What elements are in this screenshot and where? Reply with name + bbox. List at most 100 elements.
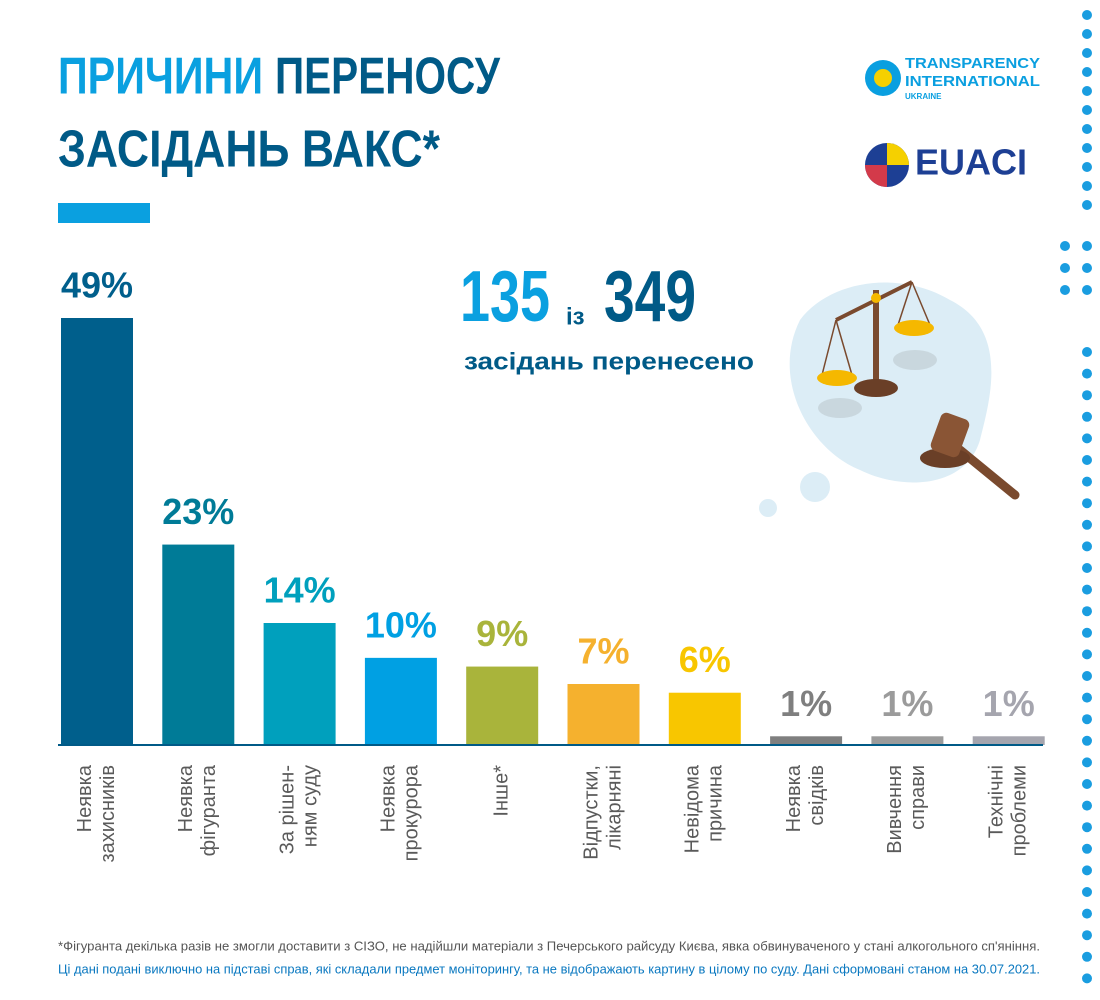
dot bbox=[1082, 930, 1092, 941]
bar bbox=[466, 666, 539, 745]
dot bbox=[1082, 627, 1092, 638]
dot bbox=[1082, 563, 1092, 573]
dot bbox=[1082, 519, 1092, 530]
value-label: 1% bbox=[881, 683, 933, 724]
x-tick-label: Вивчення bbox=[884, 765, 906, 854]
dot bbox=[1082, 714, 1092, 725]
x-tick-label-group: Неявка прокурора bbox=[378, 764, 423, 861]
stat-caption: засідань перенесено bbox=[464, 348, 754, 375]
dot bbox=[1082, 200, 1092, 210]
x-tick-label: свідків bbox=[806, 765, 828, 826]
x-tick-label: справи bbox=[907, 765, 929, 830]
x-tick-label: лікарняні bbox=[603, 765, 625, 850]
x-tick-label: проблеми bbox=[1008, 765, 1030, 856]
value-label: 9% bbox=[476, 613, 528, 654]
dot bbox=[1082, 757, 1092, 768]
dot bbox=[1082, 241, 1092, 251]
dot bbox=[1082, 822, 1092, 833]
x-tick-label: фігуранта bbox=[198, 764, 220, 856]
footnote: Ці дані подані виключно на підставі спра… bbox=[58, 961, 1040, 976]
bar bbox=[972, 736, 1045, 745]
x-tick-label-group: Невідома причина bbox=[682, 764, 727, 853]
value-label: 14% bbox=[264, 570, 336, 611]
x-tick-label-group: Неявка захисників bbox=[74, 764, 119, 862]
dot bbox=[1082, 285, 1092, 295]
dot bbox=[1082, 29, 1092, 39]
dot bbox=[1082, 263, 1092, 273]
x-tick-label-group: Відпустки, лікарняні bbox=[580, 765, 625, 860]
bar bbox=[61, 318, 133, 745]
x-tick-label: Відпустки, bbox=[580, 765, 602, 860]
dot bbox=[1082, 498, 1092, 509]
dot bbox=[1082, 86, 1092, 96]
x-tick-label: Технічні bbox=[985, 765, 1007, 838]
illustration bbox=[759, 280, 1020, 517]
dot bbox=[1082, 735, 1092, 746]
x-tick-label: Неявка bbox=[74, 764, 96, 832]
dot bbox=[1082, 162, 1092, 172]
dot bbox=[1082, 908, 1092, 919]
x-tick-label: Невідома bbox=[682, 764, 704, 853]
dot bbox=[1082, 390, 1092, 401]
dot bbox=[1082, 67, 1092, 77]
x-tick-label: За рішен- bbox=[276, 765, 298, 854]
title: ЗАСІДАНЬ ВАКС* bbox=[58, 121, 441, 179]
bar bbox=[668, 692, 741, 745]
value-label: 6% bbox=[679, 639, 731, 680]
value-label: 49% bbox=[61, 265, 133, 306]
decor-dots bbox=[1060, 10, 1092, 984]
dot bbox=[1082, 411, 1092, 422]
dot bbox=[1060, 241, 1070, 251]
logo-text: INTERNATIONAL bbox=[905, 73, 1040, 90]
dot bbox=[1082, 671, 1092, 681]
dot bbox=[1060, 285, 1070, 295]
logo-text: UKRAINE bbox=[905, 92, 942, 101]
bar bbox=[162, 544, 235, 745]
dot bbox=[1082, 433, 1092, 444]
bar bbox=[770, 736, 843, 745]
dot bbox=[1082, 347, 1092, 357]
bar bbox=[871, 736, 944, 745]
x-tick-label: Неявка bbox=[175, 764, 197, 832]
title-accent: ПРИЧИНИ bbox=[58, 48, 263, 106]
value-label: 7% bbox=[577, 631, 629, 672]
stat-text: із bbox=[566, 303, 585, 330]
dot bbox=[1082, 368, 1092, 379]
x-tick-label-group: Неявка фігуранта bbox=[175, 764, 220, 856]
dot bbox=[1082, 606, 1092, 617]
value-label: 23% bbox=[162, 491, 234, 532]
ti-logo-mark bbox=[874, 69, 892, 87]
dot bbox=[1082, 649, 1092, 660]
dot bbox=[1082, 865, 1092, 876]
dot bbox=[1082, 779, 1092, 789]
x-tick-label-group: Неявка свідків bbox=[783, 764, 828, 832]
title: ПЕРЕНОСУ bbox=[275, 48, 501, 106]
bar bbox=[567, 684, 640, 745]
dot bbox=[1082, 692, 1092, 703]
dot bbox=[1082, 10, 1092, 20]
x-tick-label: прокурора bbox=[401, 764, 423, 861]
title-underline bbox=[58, 203, 150, 223]
dot bbox=[1082, 584, 1092, 595]
value-label: 1% bbox=[780, 683, 832, 724]
value-label: 10% bbox=[365, 604, 437, 645]
stat-number: 349 bbox=[604, 257, 696, 337]
stat-number: 135 bbox=[460, 257, 550, 337]
x-tick-label: захисників bbox=[97, 765, 119, 863]
x-tick-label-group: Вивчення справи bbox=[884, 765, 929, 854]
dot bbox=[1082, 124, 1092, 134]
dot bbox=[1060, 263, 1070, 273]
x-tick-label-group: Інше* bbox=[490, 765, 512, 817]
dot bbox=[1082, 476, 1092, 487]
dot bbox=[1082, 181, 1092, 191]
dot bbox=[1082, 541, 1092, 552]
dot bbox=[1082, 455, 1092, 465]
x-tick-label-group: Технічні проблеми bbox=[985, 765, 1030, 856]
footnote: *Фігуранта декілька разів не змогли дост… bbox=[58, 938, 1040, 953]
dot bbox=[1082, 143, 1092, 153]
x-tick-label: Неявка bbox=[783, 764, 805, 832]
dot bbox=[1082, 887, 1092, 897]
dot bbox=[1082, 105, 1092, 115]
